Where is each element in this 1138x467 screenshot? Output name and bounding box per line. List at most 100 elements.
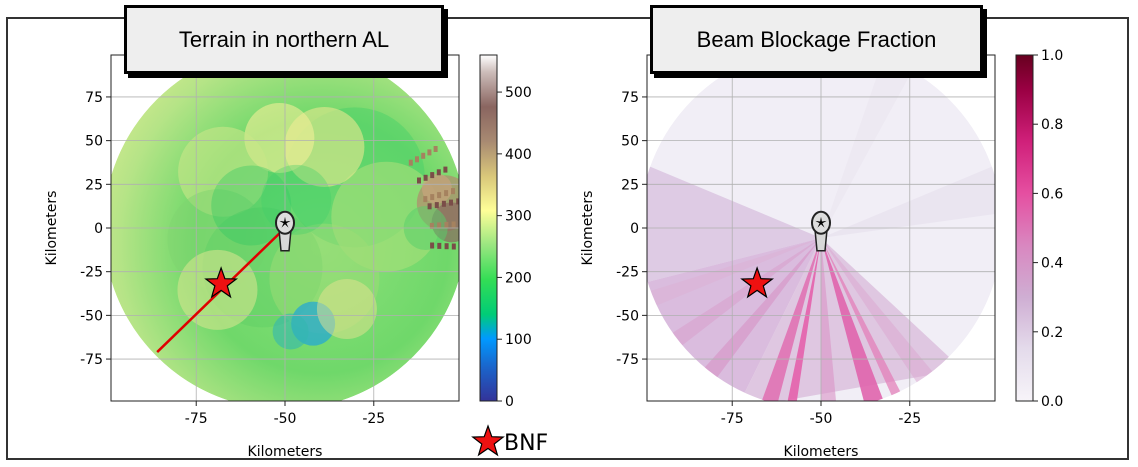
x-tick-label: -25	[362, 411, 385, 427]
y-tick-label: -25	[616, 265, 639, 281]
blockage-streak	[647, 238, 821, 310]
y-tick-label: -75	[80, 352, 103, 368]
radar-icon	[811, 210, 831, 252]
terrain-patch	[261, 164, 332, 235]
terrain-ridge	[430, 242, 435, 249]
terrain-ridge	[408, 159, 413, 166]
terrain-ridge	[423, 196, 428, 203]
blockage-streak	[787, 238, 821, 401]
terrain-patch	[272, 313, 309, 350]
blockage-streak	[821, 238, 944, 398]
y-tick-label: 50	[621, 134, 639, 150]
blockage-streak	[761, 238, 821, 401]
x-tick-label: -75	[185, 411, 208, 427]
terrain-ridge	[434, 202, 439, 209]
terrain-grid	[111, 55, 459, 401]
y-tick-label: -50	[80, 308, 103, 324]
colorbar-tick-label: 0	[505, 394, 514, 410]
y-tick-label: -25	[80, 265, 103, 281]
terrain-ticks: -75 -50 -25 75 50 25 0 -25 -50 -75	[80, 90, 385, 427]
x-tick-label: -75	[721, 411, 744, 427]
y-tick-label: 0	[630, 221, 639, 237]
terrain-xlabel: Kilometers	[248, 444, 323, 460]
terrain-panel: -75 -50 -25 75 50 25 0 -25 -50 -75 Kilometers Kil…	[44, 54, 532, 460]
terrain-ridge	[427, 149, 432, 156]
terrain-colorbar	[479, 54, 498, 402]
colorbar-tick-label: 200	[505, 270, 532, 286]
blockage-streak	[821, 238, 837, 401]
terrain-ridge	[433, 146, 438, 152]
radar-star	[279, 216, 291, 228]
bbf-ylabel: Kilometers	[580, 191, 596, 266]
terrain-field	[111, 55, 463, 401]
terrain-ridge	[444, 221, 449, 228]
bbf-title: Beam Blockage Fraction	[650, 5, 983, 74]
x-tick-label: -50	[274, 411, 297, 427]
colorbar-tick-label: 100	[505, 332, 532, 348]
colorbar-tick-label: 0.0	[1041, 394, 1063, 410]
terrain-ridge	[451, 243, 456, 250]
blockage-streak	[657, 238, 821, 357]
terrain-ridge	[436, 169, 441, 176]
terrain-ridge	[444, 243, 449, 250]
figure-frame	[6, 17, 1129, 460]
terrain-colorbar-ticks: 0 100 200 300 400 500	[497, 85, 532, 410]
terrain-ridge	[449, 199, 453, 206]
colorbar-tick-label: 0.4	[1041, 256, 1063, 272]
terrain-ridge	[423, 174, 428, 181]
blockage-streak	[692, 238, 821, 392]
terrain-ridge	[417, 177, 421, 184]
y-tick-label: 75	[621, 90, 639, 106]
terrain-title: Terrain in northern AL	[124, 5, 444, 74]
x-tick-label: -25	[898, 411, 921, 427]
y-tick-label: 25	[621, 177, 639, 193]
bbf-panel: -75 -50 -25 75 50 25 0 -25 -50 -75 Kilometers Kil…	[580, 48, 1063, 460]
terrain-ridge	[415, 156, 419, 163]
blockage-streak	[821, 238, 906, 401]
colorbar-tick-label: 300	[505, 209, 532, 225]
x-tick-label: -50	[810, 411, 833, 427]
y-tick-label: 75	[85, 90, 103, 106]
terrain-ridge	[429, 222, 434, 229]
terrain-ridge	[441, 200, 446, 207]
terrain-ridge	[459, 244, 463, 250]
blockage-wedge	[821, 55, 921, 238]
terrain-ridge	[430, 194, 435, 201]
bnf-star-marker	[204, 266, 239, 299]
terrain-ridge	[451, 221, 456, 228]
colorbar-tick-label: 0.2	[1041, 325, 1063, 341]
terrain-ridge	[437, 222, 442, 229]
terrain-patch	[211, 165, 292, 246]
legend-label: BNF	[504, 431, 548, 456]
bnf-star-marker	[740, 266, 775, 299]
y-tick-label: -75	[616, 352, 639, 368]
colorbar-tick-label: 500	[505, 85, 532, 101]
terrain-ylabel: Kilometers	[44, 191, 60, 266]
terrain-ridge	[427, 203, 432, 210]
blockage-wedge	[821, 165, 995, 238]
legend-star-icon	[471, 424, 505, 457]
terrain-ridge	[456, 198, 459, 205]
bbf-xlabel: Kilometers	[784, 444, 859, 460]
terrain-ridge	[430, 172, 435, 179]
terrain-ridge	[437, 242, 442, 249]
bbf-colorbar-ticks: 0.0 0.2 0.4 0.6 0.8 1.0	[1033, 48, 1063, 410]
terrain-ridge	[437, 192, 442, 199]
terrain-patch	[316, 279, 377, 340]
colorbar-tick-label: 0.8	[1041, 117, 1063, 133]
y-tick-label: 0	[94, 221, 103, 237]
terrain-ridge	[444, 190, 449, 197]
y-tick-label: 50	[85, 134, 103, 150]
colorbar-tick-label: 400	[505, 147, 532, 163]
terrain-patch	[421, 173, 452, 204]
blockage-wedge	[647, 165, 821, 283]
terrain-ridge	[443, 166, 448, 173]
radar-star	[815, 216, 827, 228]
blockage-streak	[821, 238, 884, 401]
y-tick-label: -50	[616, 308, 639, 324]
colorbar-tick-label: 1.0	[1041, 48, 1063, 64]
bbf-ticks: -75 -50 -25 75 50 25 0 -25 -50 -75	[616, 90, 921, 427]
radar-icon	[275, 210, 295, 252]
terrain-ridge	[451, 188, 455, 195]
